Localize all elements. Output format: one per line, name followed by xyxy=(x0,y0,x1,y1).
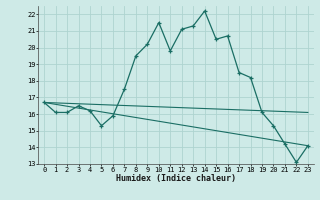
X-axis label: Humidex (Indice chaleur): Humidex (Indice chaleur) xyxy=(116,174,236,183)
